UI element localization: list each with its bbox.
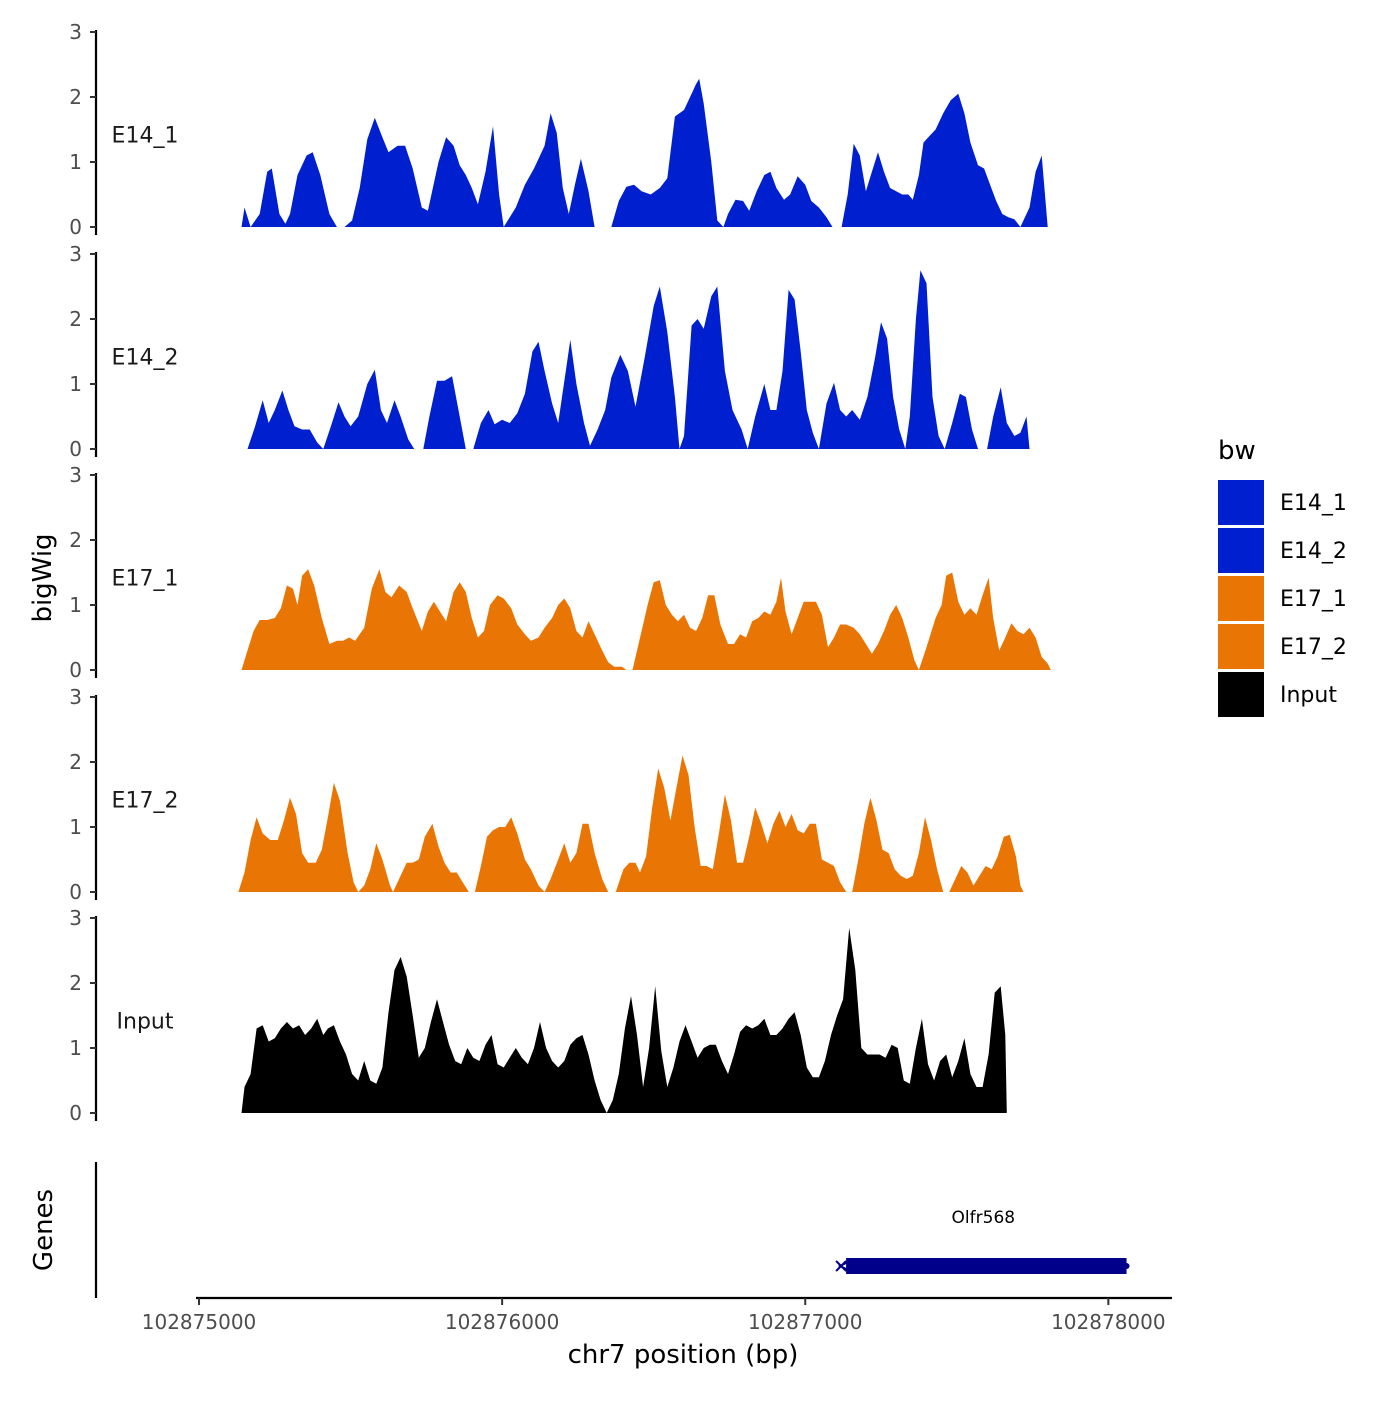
- y-tick-label: 0: [69, 1101, 82, 1125]
- legend-swatch: [1218, 672, 1264, 717]
- y-tick-label: 1: [69, 150, 82, 174]
- y-tick-label: 3: [69, 20, 82, 44]
- legend-swatch: [1218, 576, 1264, 621]
- legend-label: E14_1: [1280, 491, 1347, 516]
- gene-models: Olfr568: [835, 1208, 1130, 1274]
- y-tick-label: 1: [69, 372, 82, 396]
- legend-label: E17_2: [1280, 635, 1347, 660]
- genes-panel: Genes Olfr568: [29, 1162, 1130, 1298]
- y-axis-title: bigWig: [28, 533, 58, 622]
- x-tick-label: 102876000: [445, 1310, 560, 1334]
- track-panels: 0 1 2 3 E14_1 0 1 2 3 E14_2 0 1 2 3 E17_1 0 1 2 3 E17_2 0 1 2 3…: [69, 20, 1051, 1125]
- y-tick-label: 0: [69, 215, 82, 239]
- y-tick-label: 2: [69, 307, 82, 331]
- gene-label: Olfr568: [952, 1208, 1016, 1228]
- track-panel-e14-2: 0 1 2 3 E14_2: [69, 242, 1030, 461]
- track-label: E17_2: [112, 789, 179, 814]
- legend-items: E14_1 E14_2 E17_1 E17_2 Input: [1218, 480, 1347, 717]
- track-label: Input: [117, 1010, 174, 1035]
- gene-end-marker: [835, 1260, 847, 1272]
- legend-label: Input: [1280, 683, 1337, 708]
- track-panel-e14-1: 0 1 2 3 E14_1: [69, 20, 1048, 239]
- y-tick-label: 3: [69, 685, 82, 709]
- legend-swatch: [1218, 624, 1264, 669]
- y-tick-label: 0: [69, 658, 82, 682]
- y-tick-label: 1: [69, 593, 82, 617]
- x-tick-label: 102877000: [748, 1310, 863, 1334]
- x-axis-ticks: 102875000 102876000 102877000 102878000: [142, 1298, 1166, 1334]
- y-tick-label: 2: [69, 971, 82, 995]
- y-tick-label: 2: [69, 85, 82, 109]
- x-tick-label: 102878000: [1051, 1310, 1166, 1334]
- track-label: E17_1: [112, 567, 179, 592]
- y-tick-label: 3: [69, 463, 82, 487]
- x-tick-label: 102875000: [142, 1310, 257, 1334]
- coverage-area-e14-2: [247, 270, 1030, 449]
- track-panel-e17-2: 0 1 2 3 E17_2: [69, 685, 1024, 904]
- genes-axis-title: Genes: [29, 1189, 59, 1271]
- y-tick-label: 2: [69, 750, 82, 774]
- legend-label: E17_1: [1280, 587, 1347, 612]
- legend-label: E14_2: [1280, 539, 1347, 564]
- y-tick-label: 2: [69, 528, 82, 552]
- y-tick-label: 1: [69, 815, 82, 839]
- track-label: E14_1: [112, 124, 179, 149]
- track-panel-e17-1: 0 1 2 3 E17_1: [69, 463, 1051, 682]
- y-tick-label: 0: [69, 880, 82, 904]
- x-axis: 102875000 102876000 102877000 102878000 chr…: [142, 1296, 1172, 1370]
- coverage-area-e17-1: [241, 569, 1051, 670]
- y-tick-label: 0: [69, 437, 82, 461]
- track-label: E14_2: [112, 346, 179, 371]
- legend-swatch: [1218, 528, 1264, 573]
- y-tick-label: 1: [69, 1036, 82, 1060]
- gene-end-dot: [1123, 1263, 1130, 1269]
- coverage-area-input: [241, 927, 1007, 1113]
- x-axis-title: chr7 position (bp): [568, 1340, 799, 1370]
- gene-body: [846, 1258, 1127, 1274]
- coverage-area-e17-2: [238, 755, 1024, 892]
- y-tick-label: 3: [69, 242, 82, 266]
- gene-olfr568: Olfr568: [835, 1208, 1130, 1274]
- coverage-area-e14-1: [241, 78, 1048, 227]
- legend: bw E14_1 E14_2 E17_1 E17_2 Input: [1218, 436, 1347, 717]
- legend-title: bw: [1218, 436, 1256, 466]
- legend-swatch: [1218, 480, 1264, 525]
- y-tick-label: 3: [69, 906, 82, 930]
- track-panel-input: 0 1 2 3 Input: [69, 906, 1007, 1125]
